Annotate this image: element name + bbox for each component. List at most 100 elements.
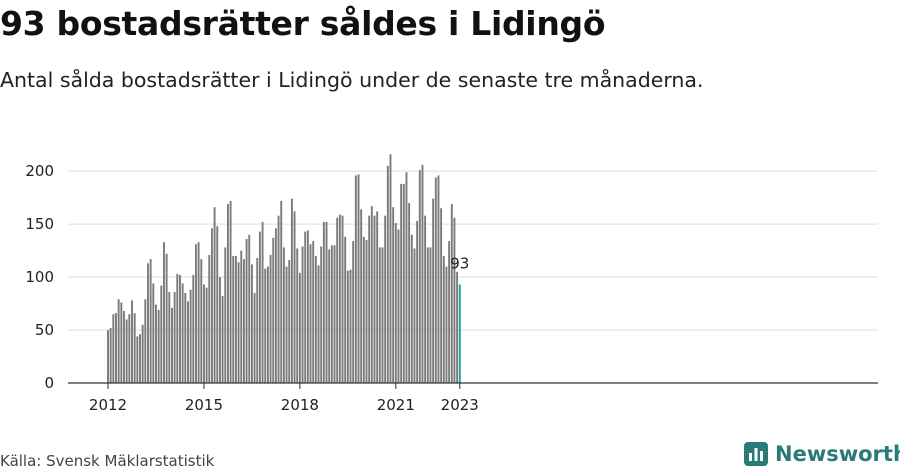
bar <box>402 183 405 383</box>
bar <box>277 215 280 383</box>
bar <box>202 284 205 383</box>
bar <box>381 247 384 383</box>
bar <box>157 309 160 383</box>
bar <box>392 207 395 383</box>
bar <box>413 248 416 383</box>
y-tick-label: 100 <box>25 268 54 286</box>
bar <box>152 283 155 383</box>
bar <box>192 274 195 383</box>
brand-logo: Newsworthy <box>744 442 900 466</box>
bar <box>163 242 165 383</box>
bar <box>187 301 189 383</box>
newsworthy-logo-icon <box>744 442 768 466</box>
bar <box>424 215 427 383</box>
bar <box>221 296 224 383</box>
y-tick-label: 150 <box>25 215 54 233</box>
bar <box>160 285 163 383</box>
bar <box>144 299 147 383</box>
bar <box>349 269 352 383</box>
bar <box>200 259 203 383</box>
bar <box>314 255 317 383</box>
bar <box>123 310 125 383</box>
bar <box>229 200 232 383</box>
bar <box>232 255 235 383</box>
bar <box>131 300 133 383</box>
bar <box>242 259 245 383</box>
bar <box>376 211 379 383</box>
bar-highlight <box>458 284 461 383</box>
bars <box>107 154 461 383</box>
bar <box>445 266 448 383</box>
bar <box>216 226 219 383</box>
bar <box>248 234 251 383</box>
bar <box>384 215 387 383</box>
bar <box>309 244 312 383</box>
bar <box>107 330 109 383</box>
bar <box>440 208 443 383</box>
bar <box>394 223 397 383</box>
bar <box>437 175 440 383</box>
bar <box>365 240 368 383</box>
bar <box>322 222 325 383</box>
bar <box>450 204 453 383</box>
bar <box>197 242 200 383</box>
bar <box>434 177 437 383</box>
bar <box>184 292 187 383</box>
bar <box>189 289 192 383</box>
bar <box>418 170 421 383</box>
bar <box>269 254 272 383</box>
bar <box>136 336 139 383</box>
bar <box>298 272 301 383</box>
bar <box>389 154 392 383</box>
bar <box>253 292 256 383</box>
bar <box>330 245 333 383</box>
bar <box>181 283 184 383</box>
bar <box>226 204 229 383</box>
bar <box>274 228 277 383</box>
bar <box>288 260 291 383</box>
x-tick-label: 2023 <box>441 396 479 414</box>
bar <box>280 200 283 383</box>
bar <box>208 254 211 383</box>
bar <box>456 271 459 383</box>
bar <box>264 268 267 383</box>
brand-name: Newsworthy <box>775 442 900 466</box>
bar <box>117 299 120 383</box>
bar <box>128 314 131 383</box>
bar <box>290 198 293 383</box>
chart-subtitle: Antal sålda bostadsrätter i Lidingö unde… <box>0 68 704 92</box>
bar <box>341 215 344 383</box>
bar <box>370 206 373 383</box>
bar <box>115 313 117 383</box>
bar <box>237 262 240 383</box>
bar <box>301 246 304 383</box>
bar <box>432 198 435 383</box>
bar <box>426 247 429 383</box>
bar <box>112 314 115 383</box>
bar <box>139 334 141 383</box>
bar <box>245 238 248 383</box>
bar <box>328 249 331 383</box>
bar <box>285 266 288 383</box>
bar <box>346 270 349 383</box>
bar <box>210 228 213 383</box>
bar <box>360 209 363 383</box>
x-axis-ticks: 2012 2015 2018 2021 2023 <box>89 383 479 414</box>
bar <box>410 234 413 383</box>
bar <box>213 207 216 383</box>
bar <box>261 222 264 383</box>
bar <box>133 313 136 383</box>
x-tick-label: 2015 <box>185 396 223 414</box>
last-value-label: 93 <box>450 255 469 273</box>
bar <box>224 247 227 383</box>
x-tick-label: 2021 <box>377 396 415 414</box>
bar <box>258 231 261 383</box>
bar <box>320 246 323 383</box>
bar <box>416 220 419 383</box>
bar <box>304 231 307 383</box>
x-tick-label: 2018 <box>281 396 319 414</box>
bar <box>429 247 432 383</box>
source-note: Källa: Svensk Mäklarstatistik <box>0 452 215 470</box>
bar <box>125 319 128 383</box>
